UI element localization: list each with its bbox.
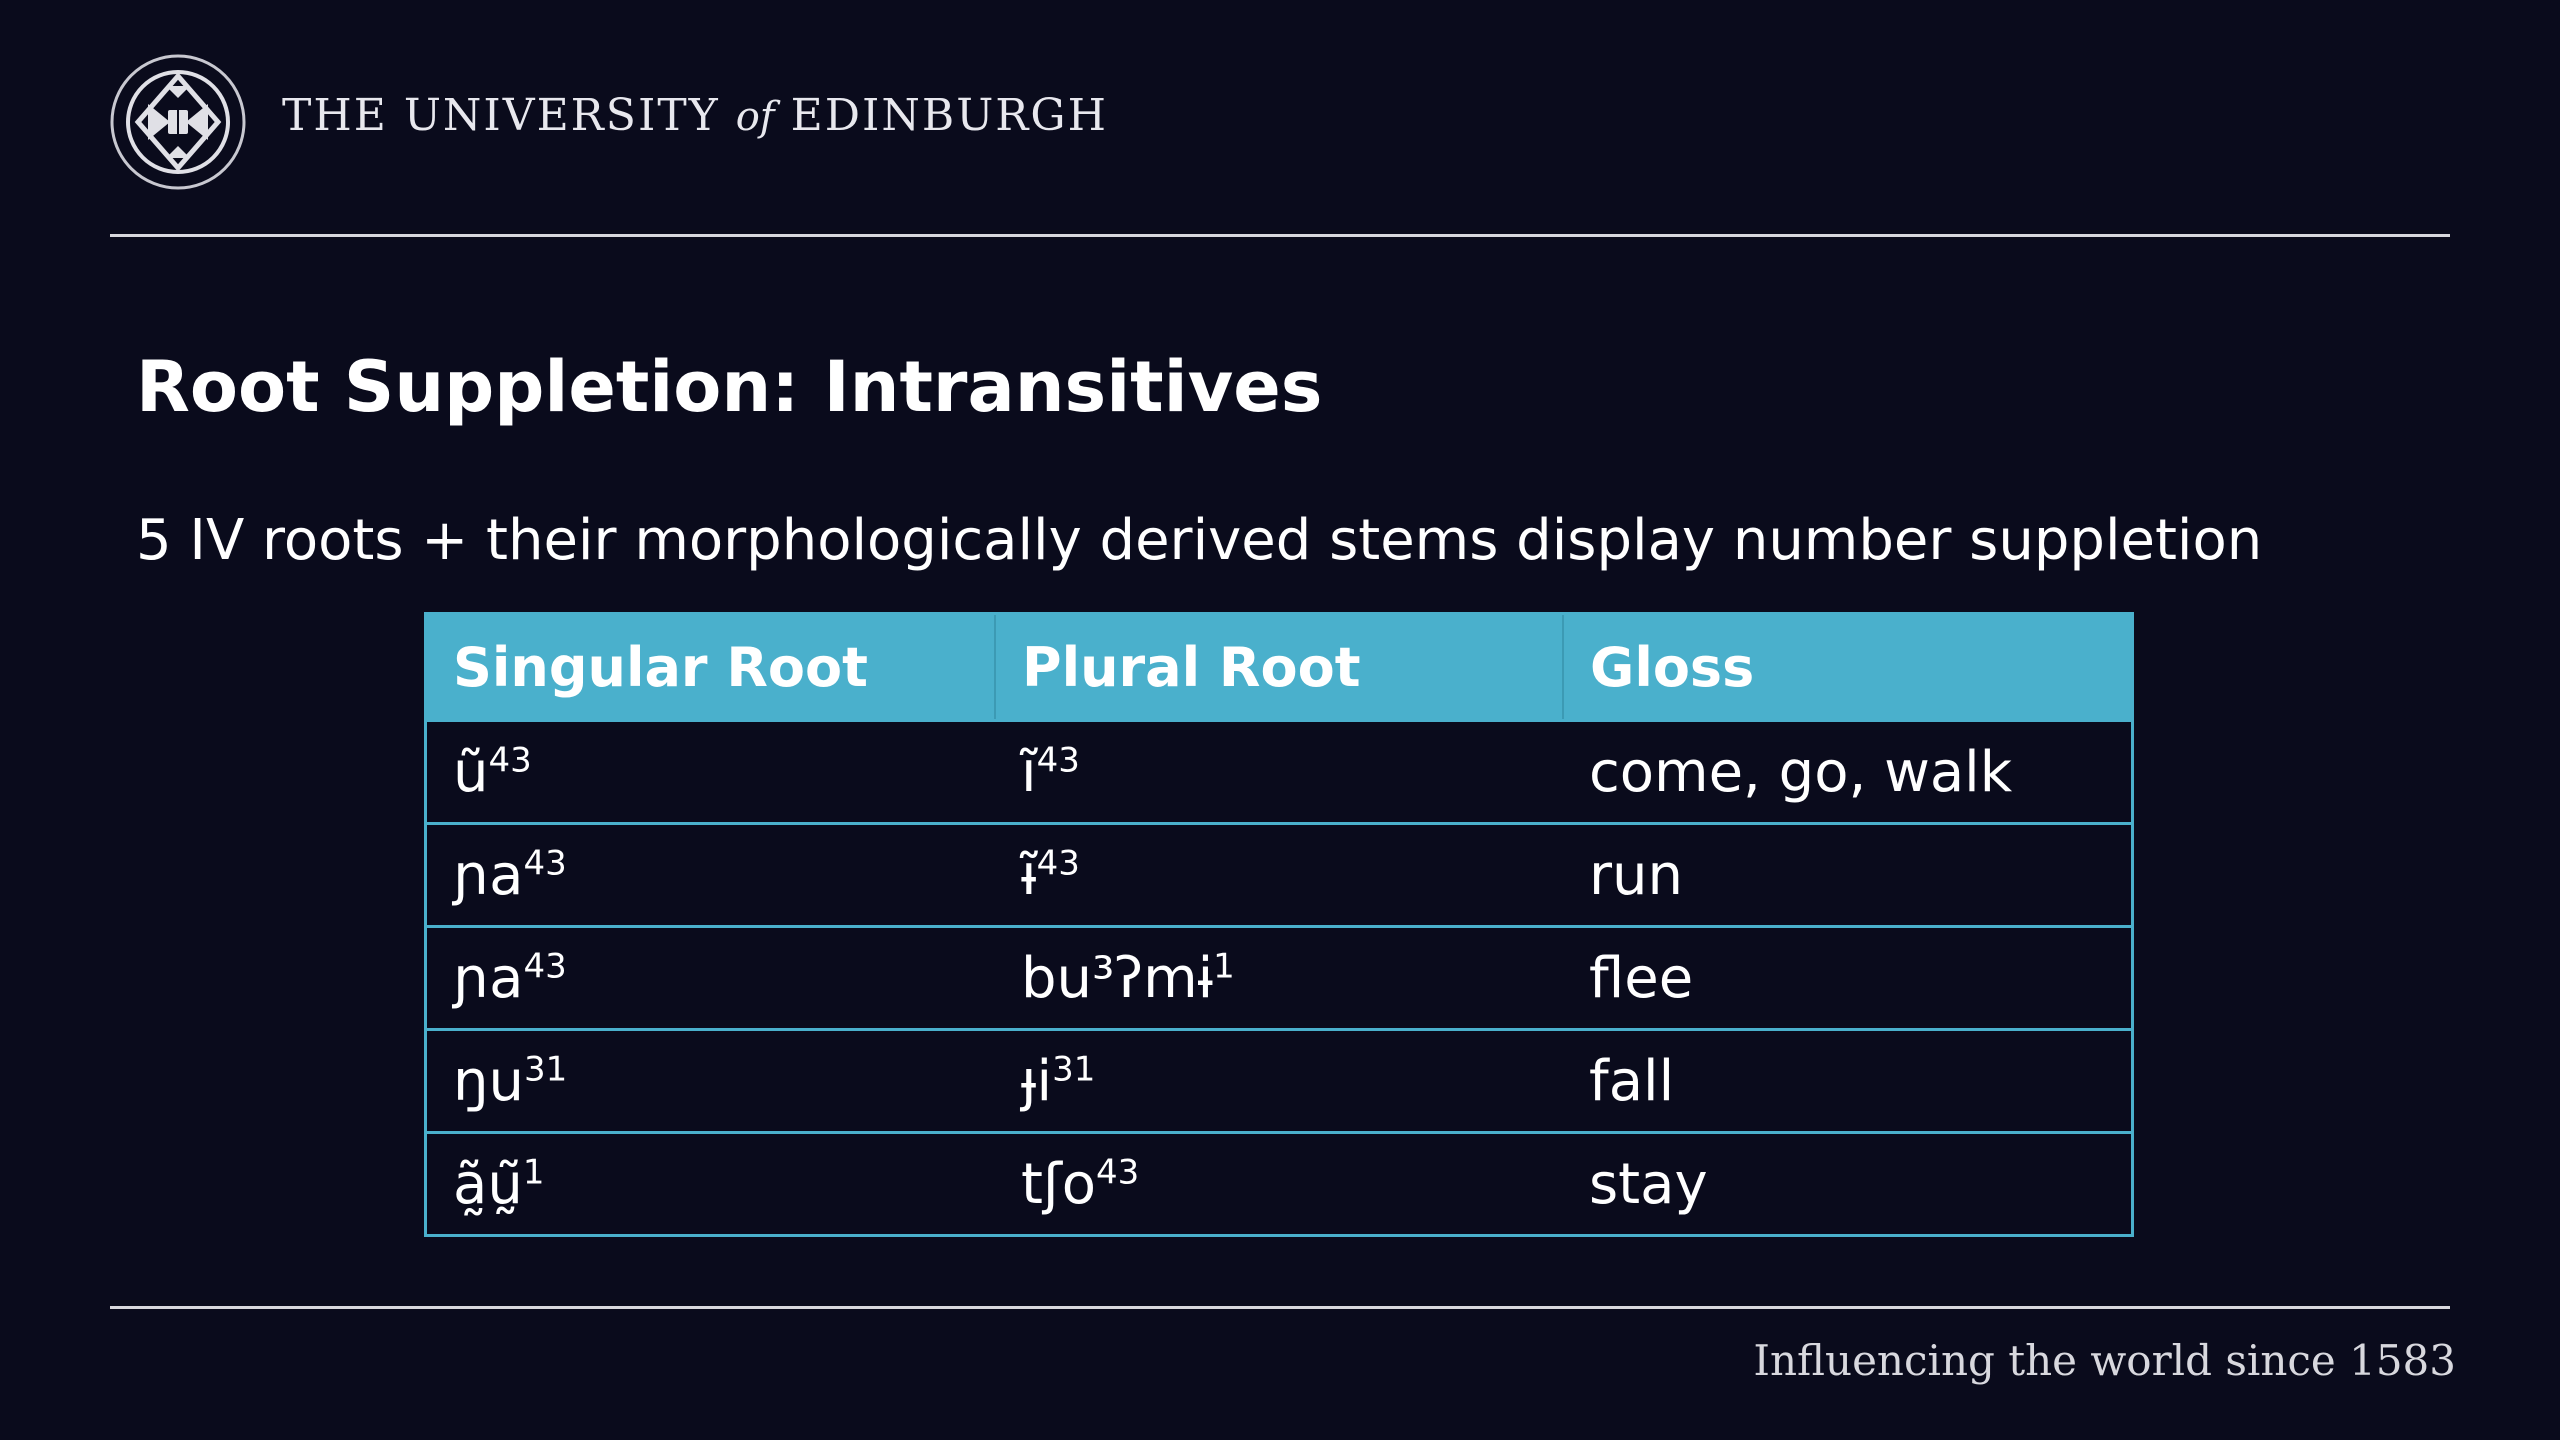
singular-root: ã̰ṵ̃ bbox=[453, 1151, 523, 1217]
plural-root-cell: ɨ̃43 bbox=[995, 822, 1563, 927]
plural-root: ɟi bbox=[1021, 1048, 1053, 1114]
singular-tone: 43 bbox=[488, 739, 532, 780]
singular-root: ɲa bbox=[453, 842, 524, 908]
plural-root: ɨ̃ bbox=[1021, 842, 1037, 908]
university-crest-icon bbox=[110, 54, 246, 190]
singular-tone: 31 bbox=[523, 1048, 568, 1089]
table-row: ũ43 ĩ43 come, go, walk bbox=[425, 719, 2133, 824]
column-header-plural: Plural Root bbox=[995, 613, 1564, 721]
plural-tone: 31 bbox=[1052, 1048, 1096, 1089]
plural-root-cell: ɟi31 bbox=[995, 1028, 1563, 1133]
gloss-cell: run bbox=[1563, 822, 2133, 927]
plural-tone: 43 bbox=[1096, 1151, 1140, 1192]
header-divider bbox=[110, 234, 2450, 237]
gloss-cell: come, go, walk bbox=[1563, 719, 2133, 824]
institution-name-pre: THE UNIVERSITY bbox=[282, 90, 736, 141]
plural-root: tʃo bbox=[1021, 1151, 1097, 1217]
institution-name: THE UNIVERSITY of EDINBURGH bbox=[282, 90, 1108, 141]
table-header-row: Singular Root Plural Root Gloss bbox=[425, 613, 2133, 721]
plural-tone: 43 bbox=[1036, 842, 1080, 883]
plural-tone: 43 bbox=[1036, 739, 1080, 780]
plural-root-cell: tʃo43 bbox=[995, 1131, 1563, 1236]
column-header-singular: Singular Root bbox=[425, 613, 996, 721]
singular-root: ɲa bbox=[453, 945, 524, 1011]
singular-root: ũ bbox=[453, 739, 489, 805]
singular-root-cell: ũ43 bbox=[425, 719, 995, 824]
singular-root-cell: ɲa43 bbox=[425, 822, 995, 927]
singular-root-cell: ã̰ṵ̃1 bbox=[425, 1131, 995, 1236]
plural-root: bu³ʔmɨ bbox=[1021, 945, 1214, 1011]
institution-name-of: of bbox=[735, 94, 775, 140]
plural-tone: 1 bbox=[1213, 945, 1235, 986]
gloss-cell: fall bbox=[1563, 1028, 2133, 1133]
plural-root-cell: ĩ43 bbox=[995, 719, 1563, 824]
institution-name-post: EDINBURGH bbox=[774, 90, 1108, 141]
slide-header: THE UNIVERSITY of EDINBURGH bbox=[0, 0, 2560, 240]
table-row: ŋu31 ɟi31 fall bbox=[425, 1028, 2133, 1133]
singular-root-cell: ŋu31 bbox=[425, 1028, 995, 1133]
gloss-cell: stay bbox=[1563, 1131, 2133, 1236]
singular-tone: 1 bbox=[522, 1151, 545, 1192]
gloss-cell: flee bbox=[1563, 925, 2133, 1030]
singular-root-cell: ɲa43 bbox=[425, 925, 995, 1030]
slide-title: Root Suppletion: Intransitives bbox=[136, 346, 1323, 428]
plural-root-cell: bu³ʔmɨ1 bbox=[995, 925, 1563, 1030]
table-row: ɲa43 bu³ʔmɨ1 flee bbox=[425, 925, 2133, 1030]
footer-divider bbox=[110, 1306, 2450, 1309]
singular-tone: 43 bbox=[523, 842, 567, 883]
singular-tone: 43 bbox=[523, 945, 567, 986]
slide-subtitle: 5 IV roots + their morphologically deriv… bbox=[136, 508, 2263, 573]
table-row: ã̰ṵ̃1 tʃo43 stay bbox=[425, 1131, 2133, 1236]
suppletion-table: Singular Root Plural Root Gloss ũ43 ĩ43 … bbox=[424, 612, 2134, 1237]
footer-tagline: Influencing the world since 1583 bbox=[1753, 1336, 2456, 1385]
plural-root: ĩ bbox=[1021, 739, 1037, 805]
table-row: ɲa43 ɨ̃43 run bbox=[425, 822, 2133, 927]
singular-root: ŋu bbox=[453, 1048, 524, 1114]
column-header-gloss: Gloss bbox=[1563, 613, 2133, 721]
